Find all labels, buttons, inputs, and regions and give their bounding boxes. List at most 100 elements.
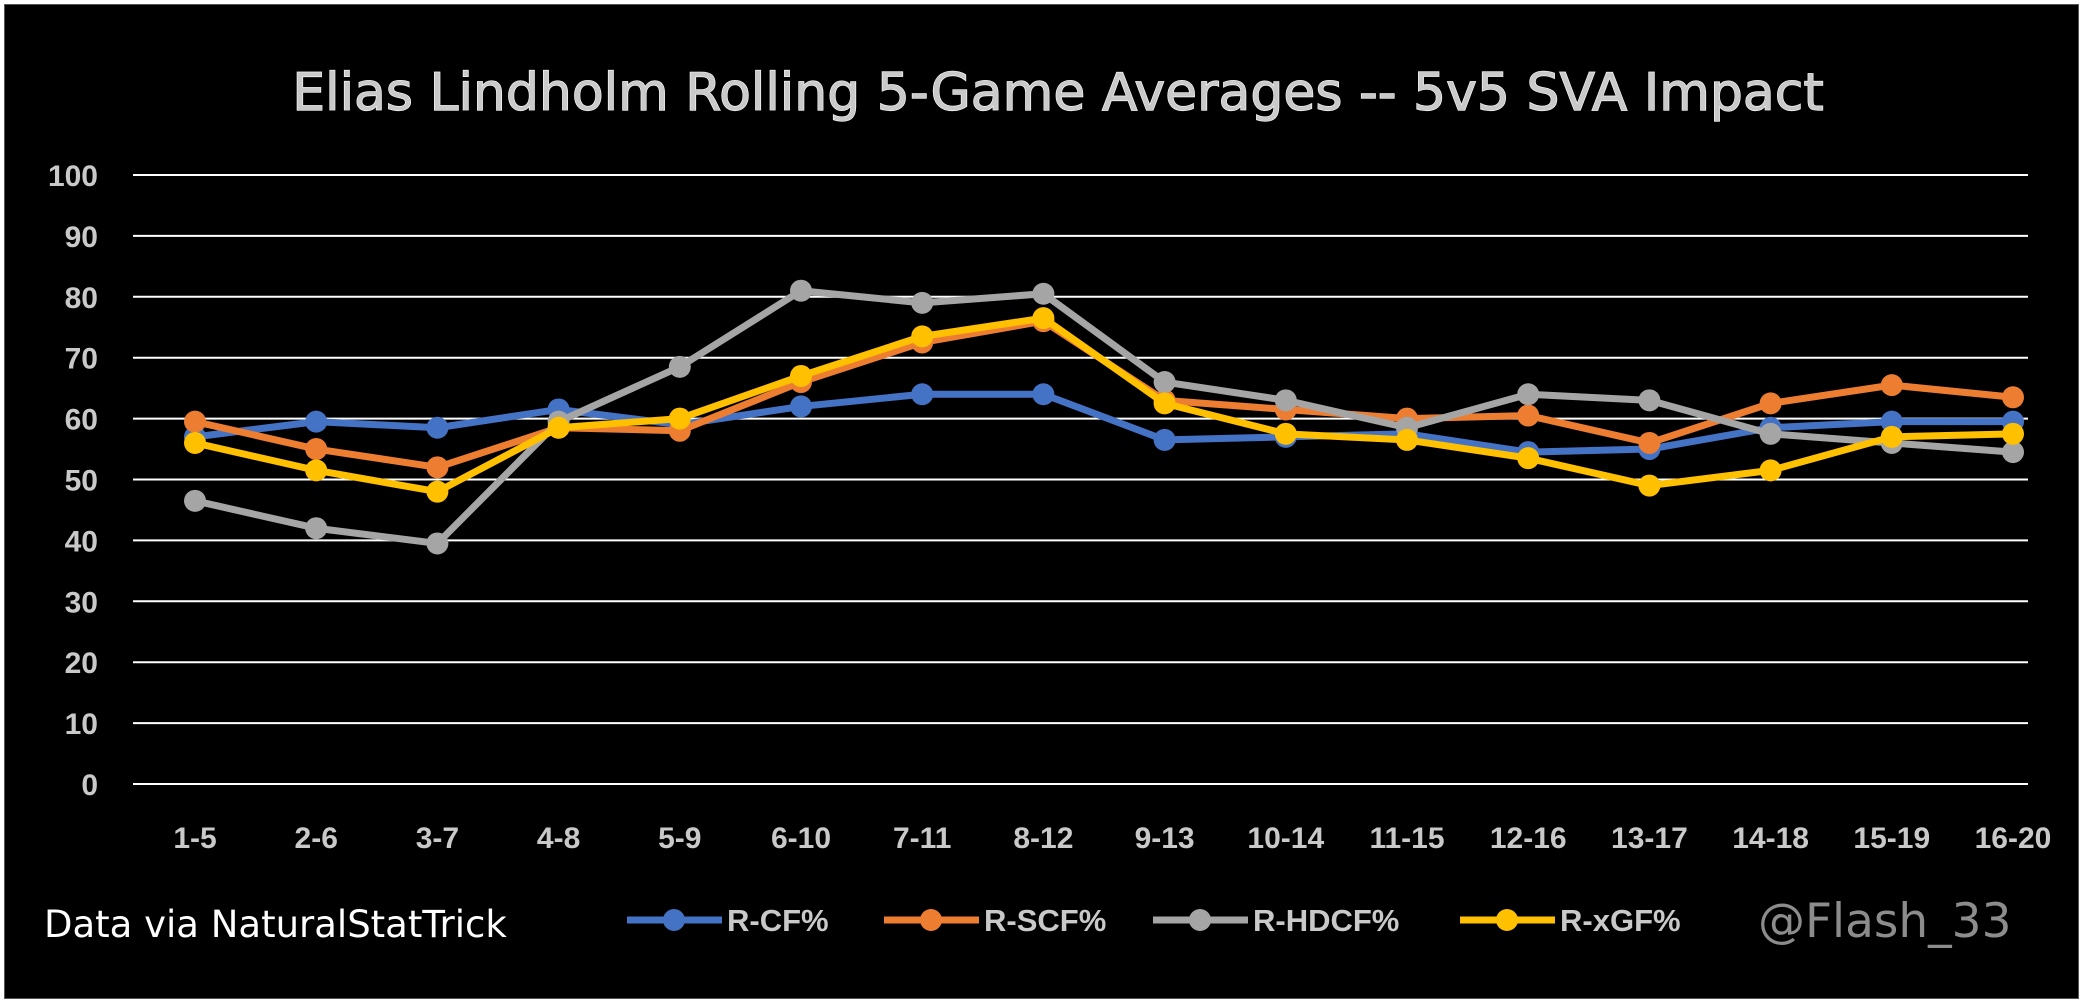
data-point xyxy=(426,480,449,503)
data-point xyxy=(1274,422,1297,445)
y-tick-label: 50 xyxy=(65,465,98,498)
legend-marker xyxy=(1189,909,1211,931)
data-point xyxy=(184,431,206,454)
y-tick-label: 40 xyxy=(65,525,98,558)
chart-title: Elias Lindholm Rolling 5-Game Averages -… xyxy=(292,63,1823,123)
data-point xyxy=(426,416,449,439)
legend-item: R-HDCF% xyxy=(1153,903,1399,938)
x-tick-label: 11-15 xyxy=(1369,822,1444,855)
data-point xyxy=(668,407,691,430)
y-tick-label: 0 xyxy=(81,769,98,802)
series-R-HDCF% xyxy=(184,279,2024,555)
data-point xyxy=(305,438,328,461)
data-point xyxy=(1880,425,1903,448)
data-point xyxy=(305,459,328,482)
legend-label: R-HDCF% xyxy=(1253,903,1399,938)
data-point xyxy=(305,410,328,433)
data-point xyxy=(1759,392,1782,415)
x-tick-label: 2-6 xyxy=(295,822,338,855)
x-tick-label: 14-18 xyxy=(1732,822,1809,855)
legend-marker xyxy=(1496,909,1518,931)
data-point xyxy=(1153,371,1176,394)
legend-label: R-SCF% xyxy=(984,903,1106,938)
data-point xyxy=(1153,392,1176,415)
data-point xyxy=(1759,459,1782,482)
x-tick-label: 5-9 xyxy=(658,822,701,855)
legend-marker xyxy=(920,909,942,931)
y-axis-ticks: 0 10 20 30 40 50 60 70 80 90 100 xyxy=(48,160,98,802)
data-point xyxy=(1032,383,1055,406)
y-tick-label: 60 xyxy=(65,404,98,437)
x-tick-label: 12-16 xyxy=(1490,822,1567,855)
data-point xyxy=(2002,422,2024,445)
series-line xyxy=(191,317,2017,471)
x-tick-label: 1-5 xyxy=(173,822,216,855)
data-point xyxy=(1517,383,1540,406)
chart-frame xyxy=(4,4,2079,999)
legend: R-CF% R-SCF% R-HDCF% R-xGF% xyxy=(627,903,1681,938)
data-point xyxy=(911,291,934,314)
series-R-xGF% xyxy=(184,307,2024,503)
x-axis-ticks: 1-5 2-6 3-7 4-8 5-9 6-10 7-11 8-12 9-13 10-14 11-1… xyxy=(173,822,2051,855)
series-R-CF% xyxy=(184,383,2024,464)
data-point xyxy=(1638,389,1661,412)
data-point xyxy=(184,410,206,433)
legend-label: R-CF% xyxy=(727,903,829,938)
data-point xyxy=(426,532,449,555)
y-tick-label: 20 xyxy=(65,647,98,680)
data-point xyxy=(184,489,206,512)
x-tick-label: 10-14 xyxy=(1247,822,1324,855)
data-point xyxy=(2002,386,2024,409)
data-point xyxy=(1880,410,1903,433)
data-point xyxy=(2002,441,2024,464)
data-point xyxy=(668,355,691,378)
gridlines xyxy=(133,174,2028,785)
x-tick-label: 9-13 xyxy=(1135,822,1195,855)
source-note: Data via NaturalStatTrick xyxy=(44,903,507,946)
data-point xyxy=(1880,374,1903,397)
series-line xyxy=(191,287,2017,547)
data-point xyxy=(1032,282,1055,305)
data-point xyxy=(305,517,328,540)
data-point xyxy=(1517,447,1540,470)
data-point xyxy=(1274,389,1297,412)
x-tick-label: 4-8 xyxy=(537,822,580,855)
x-tick-label: 7-11 xyxy=(893,822,951,855)
data-point xyxy=(911,325,934,348)
data-point xyxy=(790,364,812,387)
legend-item: R-xGF% xyxy=(1460,903,1681,938)
legend-item: R-CF% xyxy=(627,903,829,938)
data-point xyxy=(1638,474,1661,497)
series-lines xyxy=(184,279,2024,555)
data-point xyxy=(547,416,570,439)
x-tick-label: 3-7 xyxy=(416,822,459,855)
x-tick-label: 8-12 xyxy=(1013,822,1073,855)
y-tick-label: 100 xyxy=(48,160,98,193)
y-tick-label: 30 xyxy=(65,586,98,619)
data-point xyxy=(790,395,812,418)
series-line xyxy=(191,390,2017,456)
data-point xyxy=(426,456,449,479)
data-point xyxy=(790,279,812,302)
legend-label: R-xGF% xyxy=(1560,903,1681,938)
x-tick-label: 6-10 xyxy=(771,822,831,855)
x-tick-label: 16-20 xyxy=(1975,822,2052,855)
data-point xyxy=(1153,428,1176,451)
data-point xyxy=(1032,307,1055,330)
data-point xyxy=(1517,404,1540,427)
author-handle: @Flash_33 xyxy=(1758,894,2011,949)
x-tick-label: 13-17 xyxy=(1611,822,1688,855)
series-line xyxy=(191,314,2017,496)
y-tick-label: 90 xyxy=(65,221,98,254)
legend-item: R-SCF% xyxy=(884,903,1106,938)
y-tick-label: 10 xyxy=(65,708,98,741)
y-tick-label: 70 xyxy=(65,343,98,376)
data-point xyxy=(1396,428,1418,451)
legend-marker xyxy=(663,909,685,931)
x-tick-label: 15-19 xyxy=(1853,822,1930,855)
data-point xyxy=(911,383,934,406)
y-tick-label: 80 xyxy=(65,282,98,315)
data-point xyxy=(1638,431,1661,454)
data-point xyxy=(1759,422,1782,445)
